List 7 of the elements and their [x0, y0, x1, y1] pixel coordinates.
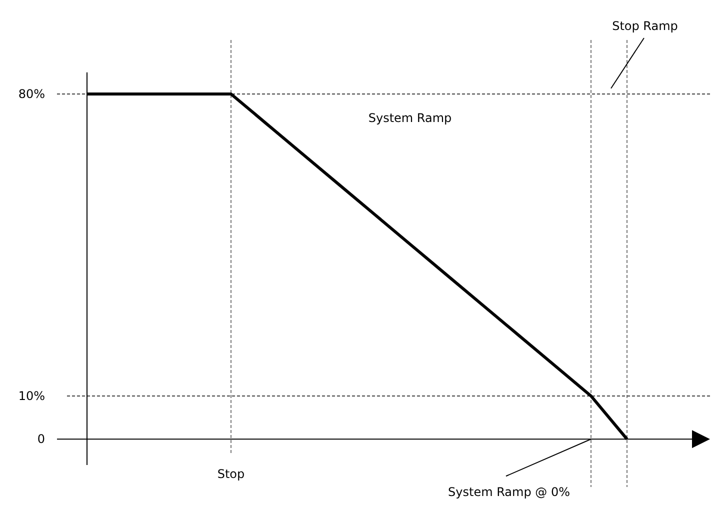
text: System Ramp @ 0%	[448, 485, 570, 500]
annotation: System Ramp	[368, 110, 452, 125]
text: Stop Ramp	[612, 19, 678, 33]
y-tick-label: 80%	[18, 86, 45, 101]
y-tick-label: 0	[37, 432, 45, 446]
text: Stop	[217, 467, 245, 481]
y-tick-label: 10%	[18, 388, 45, 403]
